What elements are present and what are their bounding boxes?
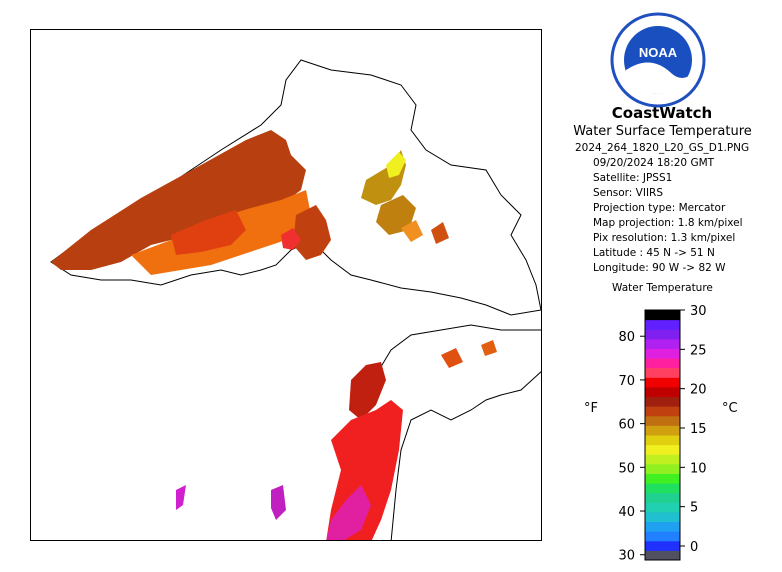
sst-huron-patch-2 <box>481 340 497 356</box>
noaa-logo: NOAA <box>610 12 706 108</box>
celsius-tick-label: 25 <box>690 343 707 358</box>
sst-small-magenta <box>271 485 286 520</box>
fahrenheit-ticks: 30 40 50 60 70 80 <box>618 330 645 564</box>
sst-bay-dark <box>293 205 331 260</box>
pix-resolution: Pix resolution: 1.3 km/pixel <box>593 232 736 244</box>
unit-celsius: °C <box>722 401 738 416</box>
sst-superior-red <box>171 210 246 255</box>
projection-type: Projection type: Mercator <box>593 202 726 214</box>
celsius-ticks: 0 5 10 15 20 25 30 <box>680 304 707 555</box>
colorbar-swatch <box>645 473 680 484</box>
colorbar-swatch <box>645 310 680 321</box>
longitude: Longitude: 90 W -> 82 W <box>593 262 726 274</box>
brand-title: CoastWatch <box>611 104 713 122</box>
celsius-tick-label: 20 <box>690 383 707 398</box>
sst-inland-orange <box>401 220 423 242</box>
map-panel <box>30 29 542 541</box>
sst-nipigon-yellow <box>386 152 406 178</box>
fahrenheit-tick-label: 30 <box>618 549 635 564</box>
celsius-tick-label: 30 <box>690 304 707 319</box>
colorbar-swatches <box>645 310 680 561</box>
colorbar-swatch <box>645 483 680 494</box>
celsius-tick-label: 0 <box>690 540 698 555</box>
colorbar-title: Water Temperature <box>612 282 713 294</box>
filename: 2024_264_1820_L20_GS_D1.PNG <box>575 142 750 154</box>
sst-michigan-magenta <box>326 485 371 540</box>
date-time: 09/20/2024 18:20 GMT <box>593 157 715 169</box>
sst-superior-dark <box>51 130 306 270</box>
fahrenheit-tick-label: 60 <box>618 418 635 433</box>
colorbar-swatch <box>645 348 680 359</box>
colorbar-swatch <box>645 377 680 388</box>
colorbar-swatch <box>645 550 680 561</box>
colorbar-swatch <box>645 540 680 551</box>
sst-michigan-dark <box>349 362 386 420</box>
colorbar-swatch <box>645 492 680 503</box>
sst-map <box>50 59 541 540</box>
sst-bay-red <box>281 228 301 250</box>
colorbar-swatch <box>645 415 680 426</box>
colorbar-swatch <box>645 358 680 369</box>
map-projection: Map projection: 1.8 km/pixel <box>593 217 743 229</box>
colorbar-swatch <box>645 338 680 349</box>
colorbar-swatch <box>645 502 680 513</box>
sst-inland <box>376 195 416 235</box>
celsius-tick-label: 15 <box>690 422 707 437</box>
colorbar-swatch <box>645 521 680 532</box>
fahrenheit-tick-label: 40 <box>618 505 635 520</box>
colorbar: 30 40 50 60 70 80 0 5 10 15 20 25 30 °F °C <box>584 304 738 564</box>
celsius-tick-label: 5 <box>690 501 698 516</box>
colorbar-swatch <box>645 435 680 446</box>
logo-text: NOAA <box>639 45 678 60</box>
fahrenheit-tick-label: 80 <box>618 330 635 345</box>
sensor: Sensor: VIIRS <box>593 187 664 199</box>
fahrenheit-tick-label: 70 <box>618 374 635 389</box>
colorbar-swatch <box>645 329 680 340</box>
colorbar-swatch <box>645 406 680 417</box>
sst-small-magenta-2 <box>176 485 186 510</box>
latitude: Latitude : 45 N -> 51 N <box>593 247 715 259</box>
colorbar-swatch <box>645 386 680 398</box>
colorbar-swatch <box>645 444 680 455</box>
product-title: Water Surface Temperature <box>573 124 752 139</box>
colorbar-swatch <box>645 531 680 542</box>
fahrenheit-tick-label: 50 <box>618 461 635 476</box>
celsius-tick-label: 10 <box>690 461 707 476</box>
colorbar-swatch <box>645 454 680 465</box>
satellite: Satellite: JPSS1 <box>593 172 673 184</box>
colorbar-swatch <box>645 511 680 523</box>
colorbar-swatch <box>645 319 680 330</box>
sst-huron-patch <box>441 348 463 368</box>
sst-inland-2 <box>431 222 449 244</box>
shoreline <box>50 59 541 316</box>
colorbar-swatch <box>645 396 680 407</box>
colorbar-swatch <box>645 425 680 436</box>
unit-fahrenheit: °F <box>584 401 598 416</box>
colorbar-swatch <box>645 463 680 474</box>
colorbar-swatch <box>645 367 680 378</box>
colorbar-frame <box>644 309 681 561</box>
